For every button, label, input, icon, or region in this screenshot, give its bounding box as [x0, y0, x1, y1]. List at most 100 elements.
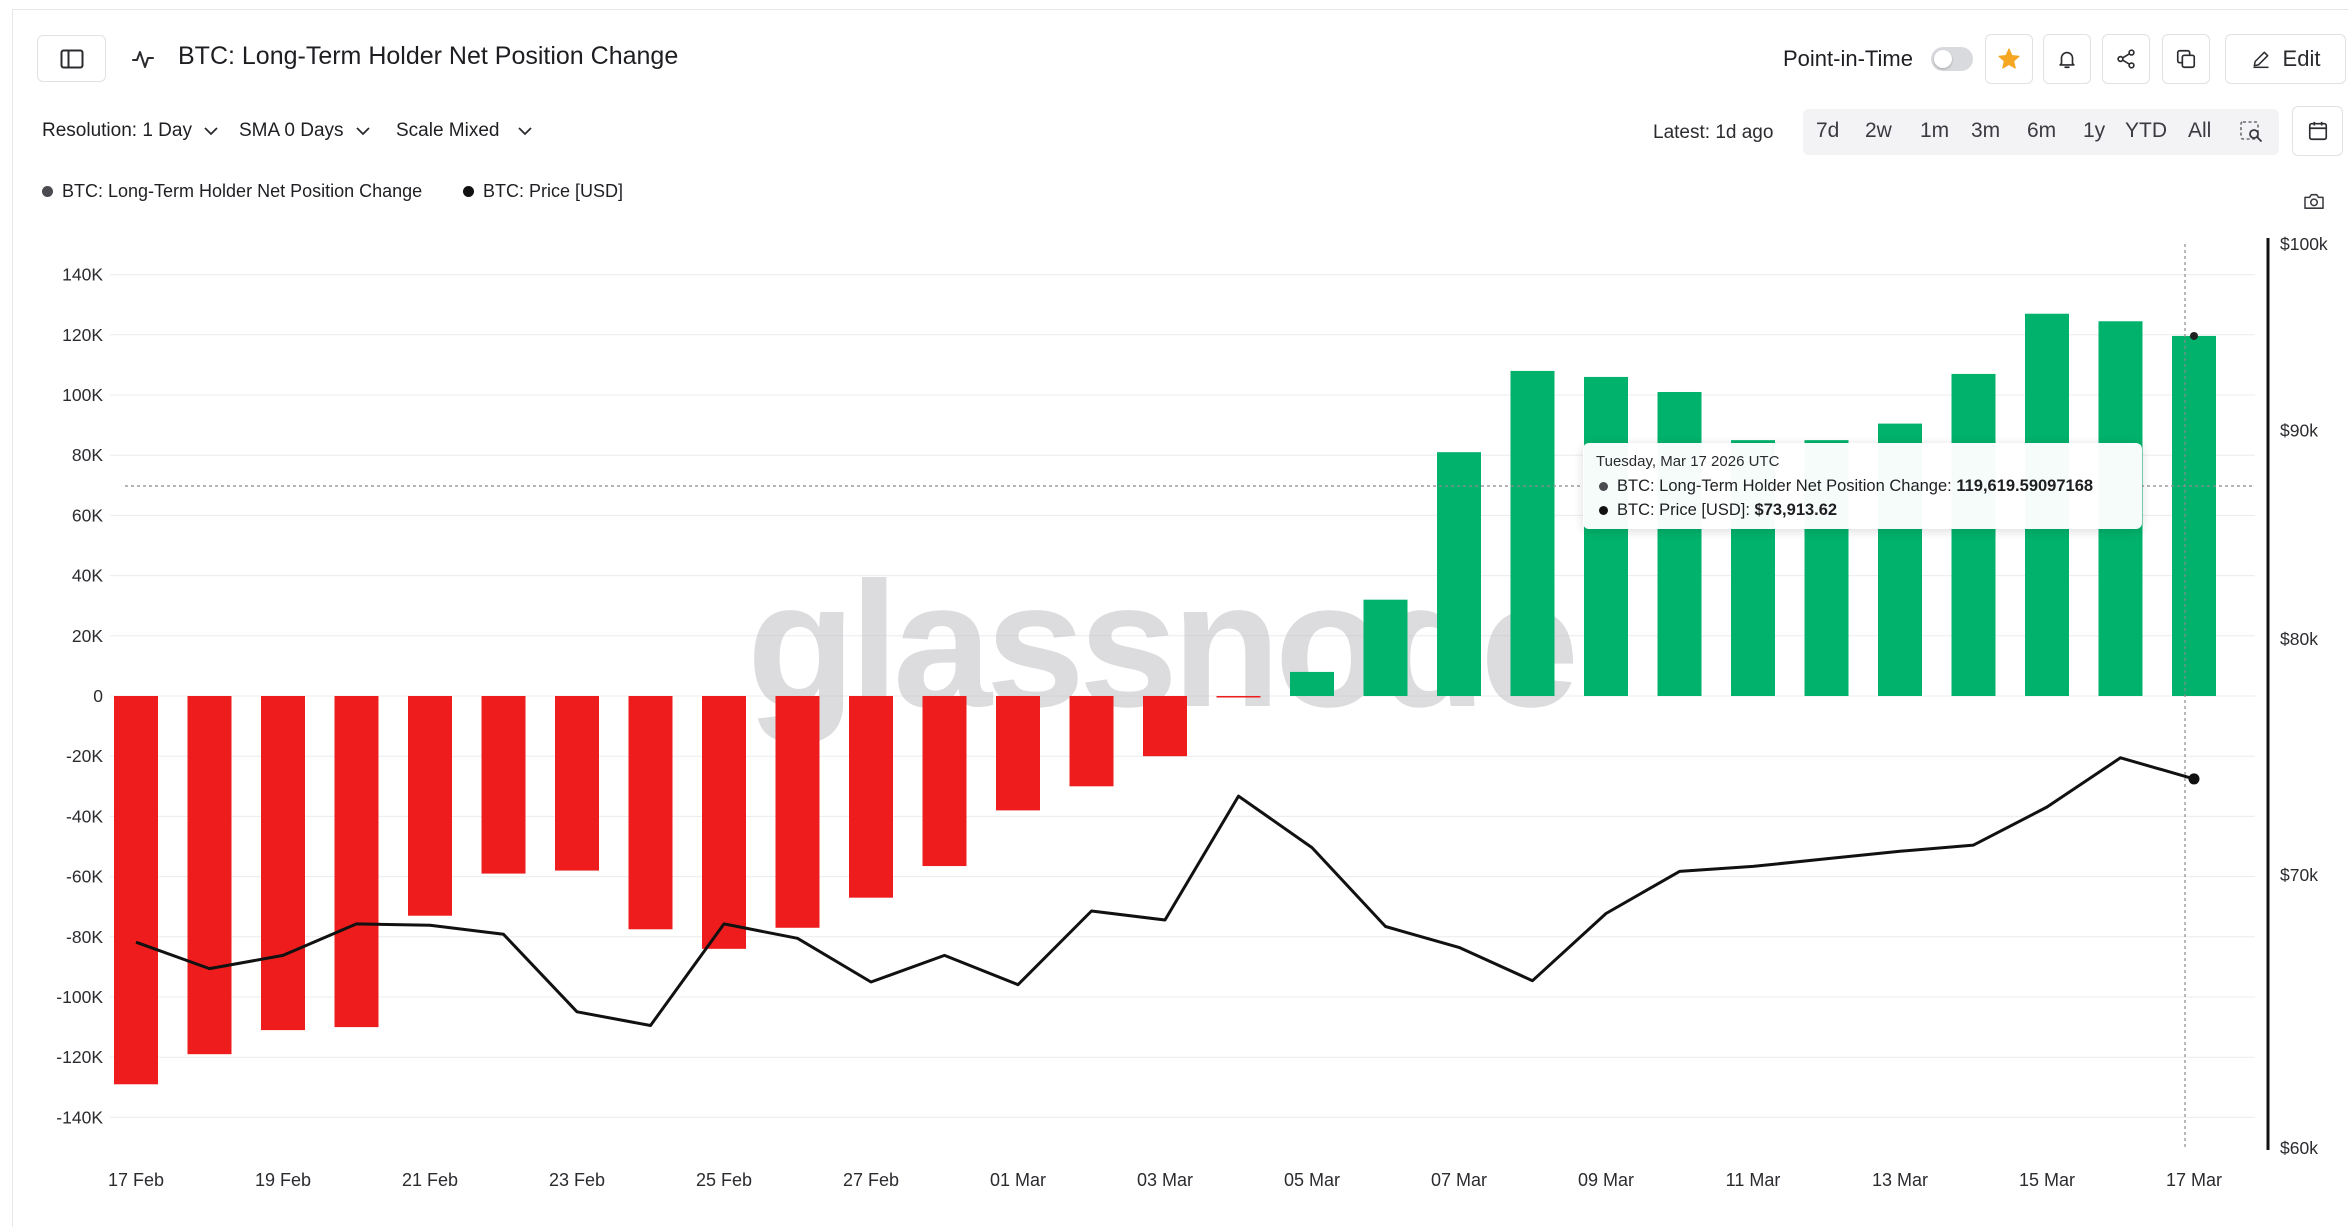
sidebar-toggle-icon [60, 49, 83, 68]
bar [775, 696, 820, 928]
bar [1437, 452, 1481, 696]
bell-icon [2059, 51, 2075, 69]
x-tick-label: 11 Mar [1726, 1170, 1781, 1190]
range-all[interactable]: All [2188, 119, 2212, 142]
bar [1290, 671, 1334, 696]
tooltip-label: BTC: Long-Term Holder Net Position Chang… [1617, 477, 1957, 495]
y-tick-label: 60K [72, 505, 103, 525]
bar [1363, 599, 1408, 696]
camera-icon [2304, 193, 2324, 209]
pencil-icon [2253, 51, 2269, 69]
favorite-button[interactable] [1985, 34, 2033, 84]
x-tick-label: 01 Mar [990, 1170, 1046, 1190]
share-icon [2117, 49, 2135, 69]
tooltip-dot [1599, 482, 1608, 491]
bar [1216, 696, 1261, 698]
y-tick-label: -120K [56, 1047, 103, 1067]
bar [1951, 373, 1996, 696]
line-chart-icon [132, 51, 154, 68]
bar [1657, 391, 1702, 696]
sma-label: SMA 0 Days [239, 120, 344, 141]
bar [1069, 696, 1114, 787]
tooltip-dot [1599, 506, 1608, 515]
zoom-select-icon[interactable] [2240, 121, 2264, 143]
bar [261, 696, 305, 1031]
tooltip-label: BTC: Price [USD]: [1617, 501, 1755, 519]
x-tick-label: 27 Feb [843, 1170, 899, 1190]
range-1m[interactable]: 1m [1920, 119, 1950, 142]
y-tick-label: 140K [62, 265, 103, 285]
resolution-dropdown[interactable]: Resolution: 1 Day [42, 120, 218, 142]
bar [996, 696, 1040, 811]
x-tick-label: 07 Mar [1431, 1170, 1487, 1190]
legend-dot [42, 186, 53, 197]
bar [1143, 696, 1187, 757]
range-3m[interactable]: 3m [1971, 119, 2001, 142]
scale-label: Scale Mixed [396, 120, 500, 141]
bar [2172, 335, 2216, 696]
tooltip-date: Tuesday, Mar 17 2026 UTC [1596, 453, 1780, 470]
y-right-tick-label: $70k [2280, 865, 2318, 885]
screenshot-button[interactable] [2296, 186, 2332, 216]
calendar-icon [2308, 121, 2327, 141]
x-axis: 17 Feb 19 Feb 21 Feb 23 Feb 25 Feb 27 Feb 01 M… [108, 1170, 2222, 1190]
tooltip-row: BTC: Price [USD]: $73,913.62 [1596, 501, 2129, 520]
bar [922, 696, 967, 867]
price-series [135, 756, 2195, 1027]
x-tick-label: 17 Feb [108, 1170, 164, 1190]
bar-series [114, 313, 2216, 1085]
y-tick-label: 120K [62, 325, 103, 345]
x-tick-label: 19 Feb [255, 1170, 311, 1190]
point-in-time-toggle[interactable] [1931, 47, 1973, 71]
tooltip-value: 119,619.59097168 [1956, 477, 2094, 495]
edit-button[interactable]: Edit [2225, 34, 2346, 84]
bar [628, 696, 673, 930]
x-tick-label: 23 Feb [549, 1170, 605, 1190]
bar [481, 696, 526, 874]
copy-icon [2176, 49, 2196, 69]
x-tick-label: 17 Mar [2166, 1170, 2222, 1190]
chevron-down-icon [204, 126, 218, 135]
resolution-label: Resolution: 1 Day [42, 120, 192, 141]
range-2w[interactable]: 2w [1865, 119, 1892, 142]
bar [334, 696, 379, 1028]
range-ytd[interactable]: YTD [2125, 119, 2167, 142]
legend-item-net-position[interactable]: BTC: Long-Term Holder Net Position Chang… [42, 181, 422, 202]
chevron-down-icon [355, 126, 370, 135]
range-1y[interactable]: 1y [2083, 119, 2106, 142]
right-axis: $100k $90k $80k $70k $60k [2266, 234, 2328, 1158]
copy-button[interactable] [2162, 34, 2210, 84]
range-6m[interactable]: 6m [2027, 119, 2057, 142]
price-line [135, 756, 2195, 1027]
x-tick-label: 13 Mar [1872, 1170, 1928, 1190]
range-7d[interactable]: 7d [1816, 119, 1840, 142]
x-tick-label: 09 Mar [1578, 1170, 1634, 1190]
x-tick-label: 05 Mar [1284, 1170, 1340, 1190]
y-tick-label: -100K [56, 987, 103, 1007]
calendar-button[interactable] [2292, 106, 2343, 156]
scale-dropdown[interactable]: Scale Mixed [396, 120, 532, 142]
alert-button[interactable] [2043, 34, 2091, 84]
bar [114, 696, 158, 1085]
x-tick-label: 25 Feb [696, 1170, 752, 1190]
legend-dot [463, 186, 474, 197]
x-tick-label: 03 Mar [1137, 1170, 1193, 1190]
hover-point-price [2188, 773, 2200, 785]
y-tick-label: 100K [62, 385, 103, 405]
y-tick-label: -20K [66, 746, 103, 766]
y-right-tick-label: $60k [2280, 1138, 2318, 1158]
bar [1510, 370, 1555, 696]
chart-panel [12, 9, 2348, 1227]
hover-point-bar [2190, 331, 2198, 340]
edit-label: Edit [2282, 46, 2321, 71]
bar [555, 696, 599, 871]
sma-dropdown[interactable]: SMA 0 Days [239, 120, 370, 142]
legend-item-price[interactable]: BTC: Price [USD] [463, 181, 623, 202]
x-tick-label: 15 Mar [2019, 1170, 2075, 1190]
latest-update-label: Latest: 1d ago [1653, 122, 1774, 143]
sidebar-toggle-button[interactable] [37, 35, 106, 82]
bar [849, 696, 893, 898]
share-button[interactable] [2102, 34, 2150, 84]
star-icon [1998, 48, 2020, 69]
